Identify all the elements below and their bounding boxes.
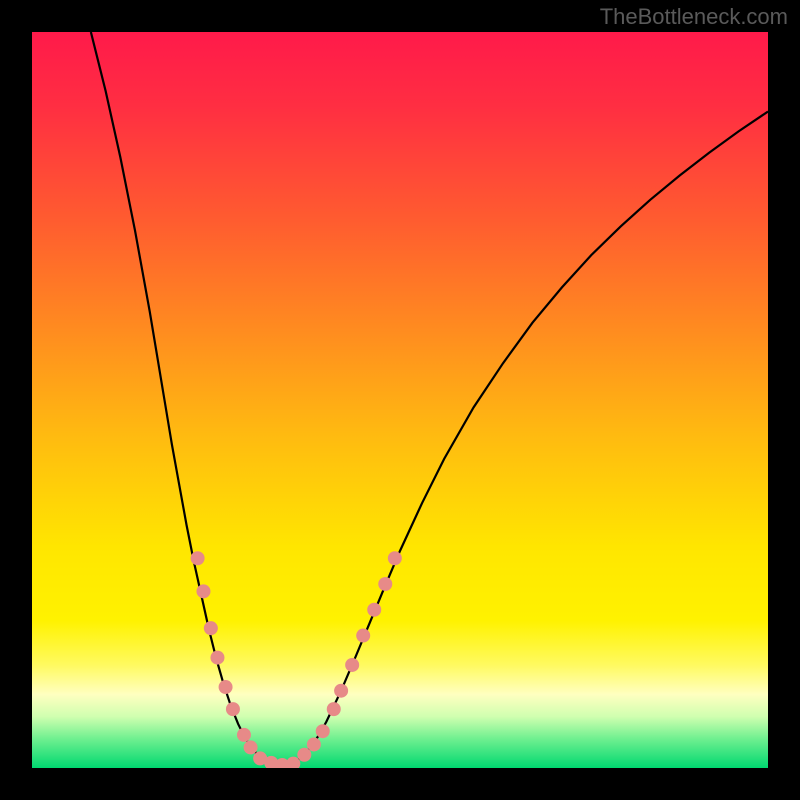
gradient-background: [32, 32, 768, 768]
data-marker: [196, 584, 210, 598]
data-marker: [226, 702, 240, 716]
data-marker: [307, 737, 321, 751]
data-marker: [297, 748, 311, 762]
data-marker: [244, 740, 258, 754]
data-marker: [327, 702, 341, 716]
data-marker: [316, 724, 330, 738]
data-marker: [345, 658, 359, 672]
bottleneck-chart: [32, 32, 768, 768]
plot-area: [32, 32, 768, 768]
data-marker: [378, 577, 392, 591]
data-marker: [334, 684, 348, 698]
data-marker: [210, 651, 224, 665]
data-marker: [219, 680, 233, 694]
data-marker: [367, 603, 381, 617]
data-marker: [204, 621, 218, 635]
data-marker: [388, 551, 402, 565]
data-marker: [237, 728, 251, 742]
data-marker: [191, 551, 205, 565]
watermark-text: TheBottleneck.com: [600, 4, 788, 30]
data-marker: [356, 629, 370, 643]
